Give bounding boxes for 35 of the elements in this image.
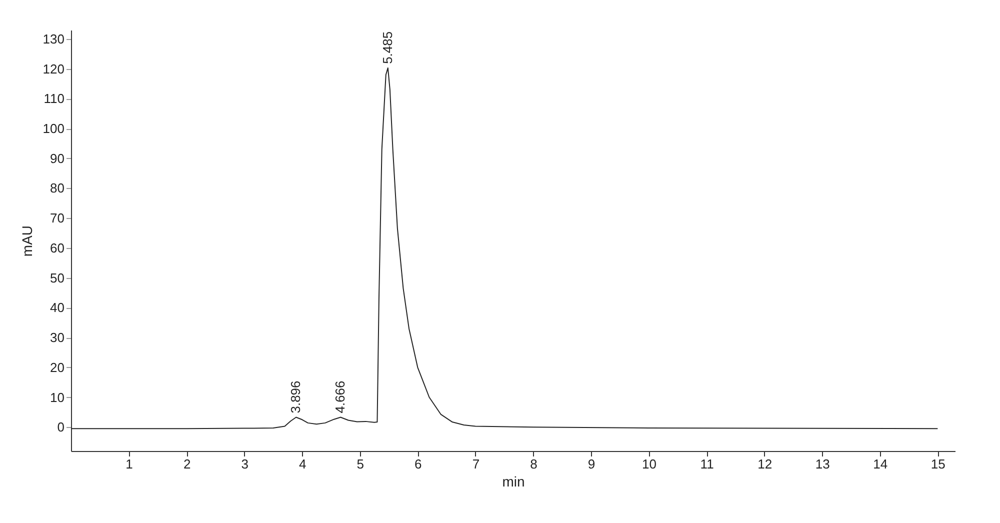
x-tick-label: 1	[126, 456, 133, 472]
annotation: 4.666	[332, 380, 348, 414]
y-tick-label: 10	[50, 390, 64, 405]
x-tick-label: 4	[298, 456, 306, 472]
x-tick-label: 2	[183, 456, 191, 472]
y-tick-label: 0	[57, 420, 64, 435]
x-tick-label: 5	[356, 456, 364, 472]
y-tick-label: 70	[50, 210, 64, 226]
y-tick-label: 130	[42, 31, 64, 46]
y-axis-title: mAU	[18, 225, 35, 257]
y-tick-label: 40	[50, 300, 64, 316]
annotation: 3.896	[288, 380, 304, 414]
y-tick-label: 20	[50, 360, 64, 375]
y-tick-label: 110	[44, 91, 64, 106]
x-tick-label: 15	[930, 456, 946, 472]
x-tick-label: 13	[815, 456, 830, 472]
y-tick-label: 120	[42, 61, 64, 76]
x-tick-label: 6	[414, 456, 422, 472]
x-tick-label: 12	[758, 456, 772, 472]
x-tick-label: 7	[472, 456, 480, 472]
y-tick-label: 30	[50, 330, 64, 346]
line-series	[71, 67, 938, 430]
x-tick-label: 10	[642, 456, 657, 472]
x-tick-label: 3	[241, 456, 248, 472]
y-tick-label: 100	[42, 121, 64, 136]
x-axis-title: min	[502, 474, 525, 490]
x-tick-label: 14	[873, 456, 888, 472]
x-tick-label: 11	[700, 456, 714, 472]
x-tick-label: 8	[530, 456, 538, 472]
annotation: 5.485	[380, 31, 395, 64]
y-tick-label: 50	[50, 270, 64, 286]
y-tick-label: 90	[50, 150, 64, 166]
y-tick-label: 60	[50, 240, 64, 256]
x-tick-label: 9	[588, 456, 596, 472]
y-tick-label: 80	[50, 180, 64, 196]
